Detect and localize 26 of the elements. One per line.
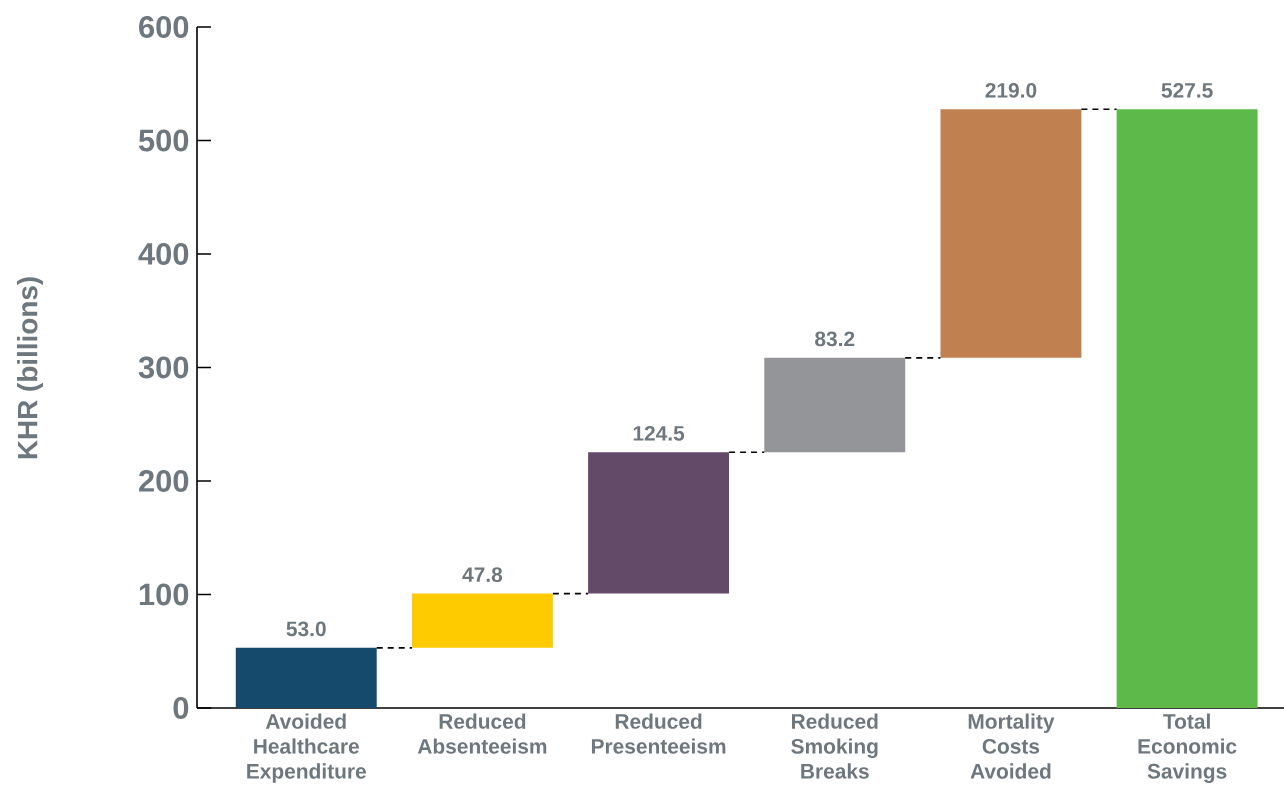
x-tick-label: Reduced Presenteeism	[591, 713, 726, 754]
y-tick-label: 0	[173, 697, 189, 719]
x-tick-label: Reduced Smoking Breaks	[791, 713, 878, 779]
x-tick-label: Total Economic Savings	[1138, 713, 1237, 783]
data-label: 53.0	[286, 621, 326, 637]
y-axis-title: KHR (billions)	[17, 277, 43, 459]
x-tick-label: Avoided Healthcare Expenditure	[247, 713, 366, 783]
y-tick-label: 300	[138, 356, 189, 379]
y-tick-label: 600	[139, 16, 189, 38]
y-tick-label: 100	[139, 583, 189, 606]
bar	[411, 593, 553, 648]
y-tick-label: 500	[138, 129, 189, 152]
x-tick-label: Mortality Costs Avoided	[968, 713, 1055, 779]
bar	[1116, 109, 1258, 708]
bar	[764, 357, 906, 453]
bar	[940, 109, 1082, 358]
data-label: 124.5	[633, 425, 685, 441]
y-tick-label: 200	[139, 470, 189, 492]
data-label: 47.8	[462, 567, 503, 583]
data-label: 527.5	[1161, 82, 1213, 98]
bar	[235, 647, 377, 708]
data-label: 219.0	[985, 82, 1037, 98]
bar	[588, 452, 730, 594]
y-tick-label: 400	[138, 243, 189, 265]
x-tick-label: Reduced Absenteeism	[417, 713, 547, 754]
data-label: 83.2	[815, 331, 855, 347]
